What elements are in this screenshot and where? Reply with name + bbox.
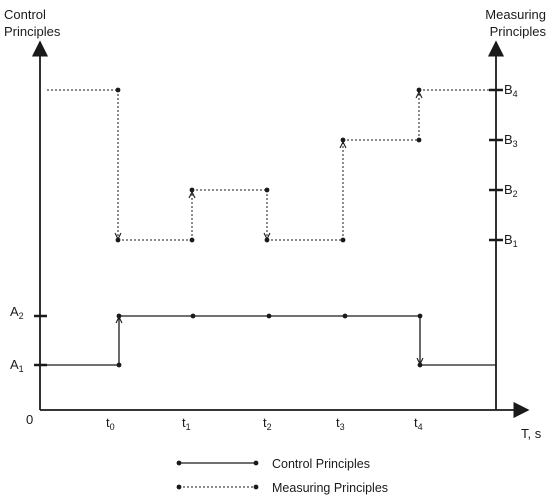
measuring-point <box>340 137 346 143</box>
x-tick-t4: t4 <box>414 415 423 432</box>
left-tick-a1: A1 <box>10 357 24 374</box>
legend-dotted-dot <box>176 484 182 490</box>
legend: Control Principles Measuring Principles <box>176 457 388 495</box>
x-tick-t0: t0 <box>106 415 115 432</box>
measuring-points <box>115 87 422 243</box>
control-point <box>266 313 272 319</box>
origin-label: 0 <box>26 412 33 427</box>
control-signal <box>40 313 496 368</box>
left-axis-title-line2: Principles <box>4 24 61 39</box>
x-tick-t1: t1 <box>182 415 191 432</box>
control-point <box>417 313 423 319</box>
right-axis-title-line1: Measuring <box>485 7 546 22</box>
measuring-point <box>264 187 270 193</box>
arrow-down-icon <box>416 357 424 366</box>
control-point <box>116 362 122 368</box>
arrow-down-icon <box>263 232 271 241</box>
measuring-point <box>416 137 422 143</box>
right-tick-b2: B2 <box>504 182 518 199</box>
right-ticks: B1 B2 B3 B4 <box>489 82 518 249</box>
arrow-down-icon <box>114 232 122 241</box>
legend-label-measuring: Measuring Principles <box>272 481 388 495</box>
left-axis-title-line1: Control <box>4 7 46 22</box>
axes <box>31 40 530 419</box>
arrow-up-icon <box>188 190 196 199</box>
x-tick-t3: t3 <box>336 415 345 432</box>
measuring-point <box>416 87 422 93</box>
arrow-up-icon <box>415 90 423 99</box>
x-tick-labels: t0 t1 t2 t3 t4 <box>106 415 423 432</box>
x-axis-label: T, s <box>521 426 542 441</box>
right-tick-b4: B4 <box>504 82 518 99</box>
control-point <box>190 313 196 319</box>
left-ticks: A1 A2 <box>10 304 47 374</box>
left-tick-a2: A2 <box>10 304 24 321</box>
legend-solid-dot <box>176 460 182 466</box>
arrow-up-icon <box>115 315 123 324</box>
legend-dotted-dot <box>253 484 259 490</box>
right-tick-b1: B1 <box>504 232 518 249</box>
measuring-point <box>340 237 346 243</box>
right-tick-b3: B3 <box>504 132 518 149</box>
measuring-point <box>189 237 195 243</box>
right-axis-title-line2: Principles <box>490 24 547 39</box>
measuring-signal <box>47 89 492 362</box>
x-tick-t2: t2 <box>263 415 272 432</box>
legend-label-control: Control Principles <box>272 457 370 471</box>
measuring-point <box>189 187 195 193</box>
control-line <box>40 315 496 366</box>
control-point <box>342 313 348 319</box>
measuring-point <box>115 87 121 93</box>
transition-arrows <box>114 90 424 366</box>
arrow-up-icon <box>339 140 347 149</box>
legend-solid-dot <box>253 460 259 466</box>
